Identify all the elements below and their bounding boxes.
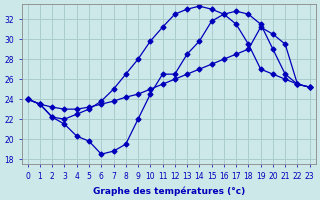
X-axis label: Graphe des températures (°c): Graphe des températures (°c) bbox=[92, 186, 245, 196]
